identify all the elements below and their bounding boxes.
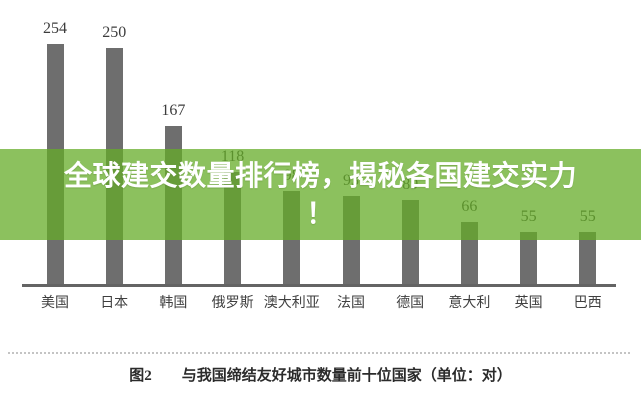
figure-number: 图2 [129, 368, 152, 384]
figure-caption: 图2 与我国缔结友好城市数量前十位国家（单位：对） [0, 364, 641, 385]
bar-value-label: 167 [161, 102, 186, 119]
bar [520, 232, 538, 284]
x-axis-label: 英国 [514, 296, 543, 311]
bar-value-label: 250 [102, 24, 127, 41]
x-axis-label: 德国 [396, 296, 425, 311]
x-axis-label: 意大利 [448, 296, 491, 311]
x-axis-label: 韩国 [159, 296, 188, 311]
x-axis-label: 澳大利亚 [263, 296, 320, 311]
headline-text-line1: 全球建交数量排行榜，揭秘各国建交实力 [63, 159, 577, 191]
x-axis-label: 巴西 [573, 296, 602, 311]
x-axis-label: 日本 [100, 296, 129, 311]
x-axis-label: 法国 [337, 296, 365, 311]
x-axis-label: 美国 [41, 296, 69, 311]
x-axis-label: 俄罗斯 [211, 296, 254, 311]
x-axis-line [22, 284, 616, 287]
figure-caption-text: 与我国缔结友好城市数量前十位国家（单位：对） [181, 368, 512, 384]
headline-banner: 全球建交数量排行榜，揭秘各国建交实力 ！ [0, 149, 641, 240]
bar [579, 232, 597, 284]
dotted-separator [8, 352, 630, 354]
headline-text-line2: ！ [306, 197, 335, 229]
bar-value-label: 254 [43, 20, 67, 37]
